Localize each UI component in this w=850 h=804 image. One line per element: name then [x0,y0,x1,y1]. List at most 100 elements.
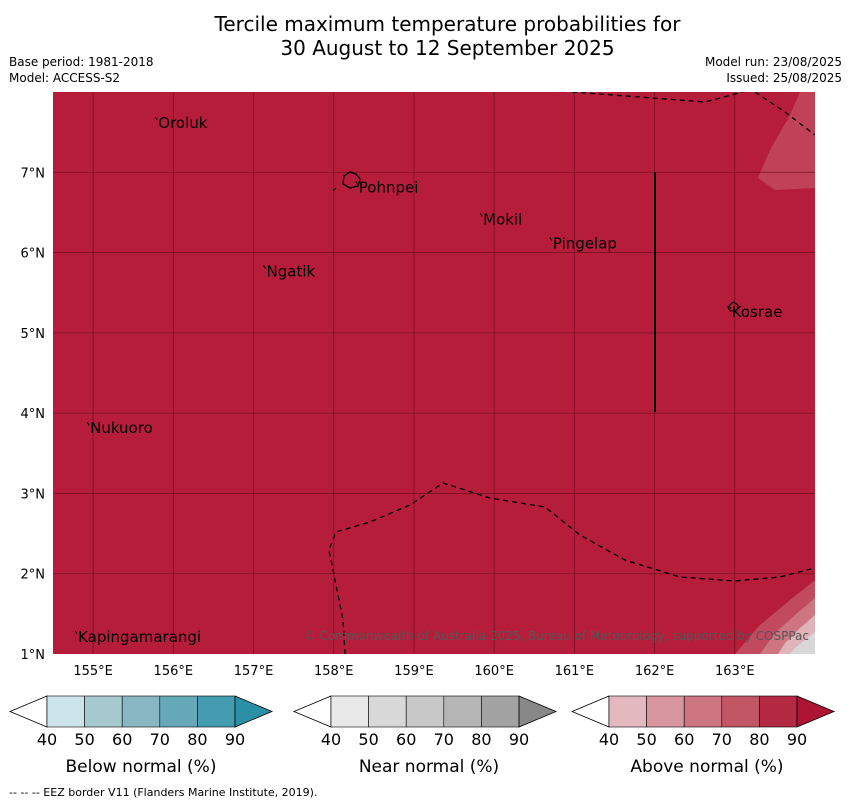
colorbar-tick-label: 70 [712,730,732,749]
colorbar-tick-label: 60 [674,730,694,749]
place-marker [154,116,158,121]
colorbar-cell [197,695,236,728]
longitude-ticks: 155°E 156°E 157°E 158°E 159°E 160°E 161°E 162°E… [73,664,754,679]
colorbar-cell [608,695,647,728]
place-label[interactable]: Ngatik [267,263,316,281]
colorbar-tick-label: 90 [509,730,529,749]
colorbar-cell [159,695,198,728]
colorbar-title: Above normal (%) [630,757,783,777]
colorbar-cell [121,695,161,728]
colorbar-cell [481,695,520,728]
colorbar-cell [721,695,760,728]
near-normal-zone [790,632,815,654]
model-name: Model: ACCESS-S2 [9,71,121,85]
colorbar-tick-label: 70 [150,730,170,749]
lat-tick-label: 2°N [21,568,46,583]
lon-tick-label: 155°E [73,664,113,679]
colorbar-tick-label: 60 [112,730,132,749]
latitude-ticks: 1°N 2°N 3°N 4°N 5°N 6°N 7°N [21,166,46,663]
place-marker [549,237,553,241]
colorbar-tick-label: 90 [225,730,245,749]
islands [332,171,739,312]
lon-tick-label: 157°E [234,664,274,679]
colorbar-cell [405,695,445,728]
eez-footer-note: -- -- -- EEZ border V11 (Flanders Marine… [9,786,318,799]
colorbar-tick-label: 50 [74,730,94,749]
lon-tick-label: 159°E [394,664,434,679]
colorbar-tick-label: 80 [749,730,769,749]
colorbar-tick-label: 40 [37,730,57,749]
colorbar-tick-label: 50 [636,730,656,749]
lat-tick-label: 5°N [21,327,46,342]
colorbar-cell [443,695,482,728]
place-marker [355,181,359,185]
place-label[interactable]: Oroluk [158,114,207,132]
lighter-zone-northeast [758,92,815,190]
colorbar-max-arrow [518,695,558,728]
colorbar-cell [368,695,407,728]
colorbar-cell [330,695,369,728]
colorbar-tick-label: 70 [434,730,454,749]
meta-left: Base period: 1981-2018 Model: ACCESS-S2 [9,54,154,86]
probability-shading [735,92,815,654]
lon-tick-label: 161°E [555,664,595,679]
colorbar-title: Below normal (%) [66,757,217,777]
map-figure: Oroluk Pohnpei Mokil Pingelap Ngatik Kosrae Nu… [8,90,836,777]
colorbar-tick-label: 60 [396,730,416,749]
atoll-mark [332,187,337,192]
colorbar-min-arrow [292,695,332,728]
colorbar-tick-label: 40 [599,730,619,749]
colorbar-cell [84,695,123,728]
place-marker [86,421,90,426]
eez-border-northeast [754,92,815,136]
meta-right: Model run: 23/08/2025 Issued: 25/08/2025 [705,54,842,86]
title-line-2: 30 August to 12 September 2025 [280,36,615,60]
title-line-1: Tercile maximum temperature probabilitie… [214,12,681,36]
lon-tick-label: 160°E [474,664,514,679]
colorbar-min-arrow [570,695,610,728]
colorbar-title: Near normal (%) [359,757,499,777]
place-marker [74,630,78,635]
place-marker [728,305,732,310]
lat-tick-label: 1°N [21,648,46,663]
probability-field [53,92,815,654]
place-label[interactable]: Kapingamarangi [78,628,201,646]
eez-border-north [571,92,746,103]
lat-tick-label: 4°N [21,407,46,422]
lon-tick-label: 162°E [635,664,675,679]
place-marker [479,213,483,217]
place-marker [263,265,266,269]
lat-tick-label: 6°N [21,247,46,262]
colorbar-cell [646,695,685,728]
colorbar-tick-label: 80 [187,730,207,749]
place-label[interactable]: Pingelap [553,235,617,253]
base-period: Base period: 1981-2018 [9,55,154,69]
lon-tick-label: 158°E [314,664,354,679]
colorbar-min-arrow [8,695,48,728]
colorbar-cell [759,695,798,728]
place-label[interactable]: Nukuoro [90,419,153,437]
eez-borders [328,92,815,654]
lat-tick-label: 3°N [21,487,46,502]
lat-tick-label: 7°N [21,166,46,181]
pohnpei-island-shape [342,171,361,189]
colorbar-tick-label: 90 [787,730,807,749]
colorbar-cell [683,695,723,728]
issued-date: Issued: 25/08/2025 [726,71,842,85]
chart-title: Tercile maximum temperature probabilitie… [0,12,850,60]
colorbar-tick-label: 50 [358,730,378,749]
map-panel[interactable]: Oroluk Pohnpei Mokil Pingelap Ngatik Kosrae Nu… [53,90,815,654]
colorbar-near: 40 50 60 70 80 90 Near normal (%) [292,695,558,777]
place-label[interactable]: Mokil [483,210,522,228]
colorbar-tick-label: 80 [471,730,491,749]
place-label[interactable]: Pohnpei [359,178,419,196]
gridlines [53,92,815,654]
colorbar-max-arrow [234,695,274,728]
colorbar-cell [46,695,85,728]
copyright-text: © Commonwealth of Australia 2025, Bureau… [304,629,809,643]
place-label[interactable]: Kosrae [732,303,783,321]
kosrae-island-shape [727,301,739,312]
model-run: Model run: 23/08/2025 [704,55,842,69]
colorbar-tick-label: 40 [321,730,341,749]
colorbars: 40 50 60 70 80 90 Below normal (%) 40 50 60 70 80 90… [8,695,836,777]
